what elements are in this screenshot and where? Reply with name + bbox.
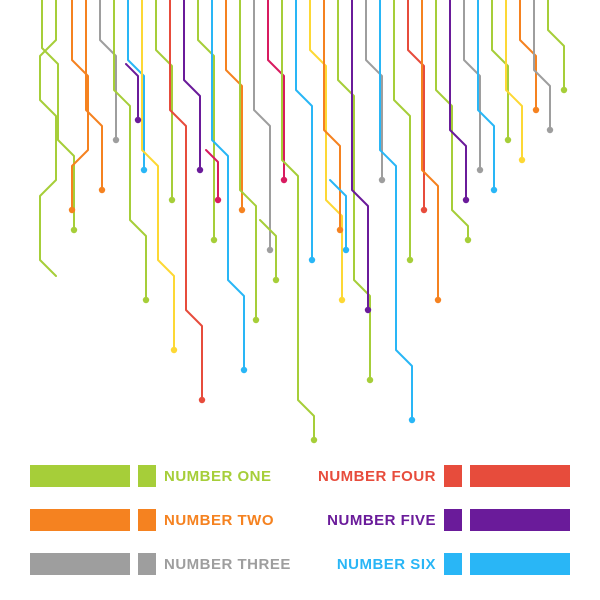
trace-endpoint xyxy=(253,317,259,323)
trace-line xyxy=(282,0,314,440)
trace-endpoint xyxy=(169,197,175,203)
legend-swatch-short xyxy=(138,509,156,531)
trace-line xyxy=(548,0,564,90)
trace-endpoint xyxy=(477,167,483,173)
trace-endpoint xyxy=(113,137,119,143)
legend-swatch-short xyxy=(138,553,156,575)
trace-endpoint xyxy=(215,197,221,203)
trace-endpoint xyxy=(311,437,317,443)
legend-swatch-long xyxy=(470,465,570,487)
trace-endpoint xyxy=(141,167,147,173)
legend-swatch-short xyxy=(138,465,156,487)
trace-endpoint xyxy=(211,237,217,243)
trace-endpoint xyxy=(491,187,497,193)
trace-endpoint xyxy=(241,367,247,373)
trace-endpoint xyxy=(273,277,279,283)
trace-line xyxy=(380,0,412,420)
legend-label: NUMBER THREE xyxy=(164,556,291,573)
trace-endpoint xyxy=(197,167,203,173)
trace-endpoint xyxy=(171,347,177,353)
legend-item: NUMBER THREE xyxy=(30,553,291,575)
legend-label: NUMBER FIVE xyxy=(327,512,436,529)
trace-endpoint xyxy=(409,417,415,423)
trace-endpoint xyxy=(407,257,413,263)
legend-swatch-long xyxy=(470,553,570,575)
trace-line xyxy=(330,180,346,250)
trace-endpoint xyxy=(561,87,567,93)
trace-endpoint xyxy=(421,207,427,213)
legend-left-column: NUMBER ONE NUMBER TWO NUMBER THREE xyxy=(30,465,291,575)
legend-label: NUMBER SIX xyxy=(337,556,436,573)
trace-endpoint xyxy=(239,207,245,213)
trace-line xyxy=(42,0,74,230)
trace-endpoint xyxy=(343,247,349,253)
trace-endpoint xyxy=(135,117,141,123)
legend-item: NUMBER SIX xyxy=(318,553,570,575)
trace-endpoint xyxy=(309,257,315,263)
trace-endpoint xyxy=(71,227,77,233)
trace-endpoint xyxy=(519,157,525,163)
trace-endpoint xyxy=(99,187,105,193)
trace-endpoint xyxy=(533,107,539,113)
legend-swatch-short xyxy=(444,465,462,487)
legend-item: NUMBER ONE xyxy=(30,465,291,487)
legend-swatch-long xyxy=(470,509,570,531)
trace-endpoint xyxy=(365,307,371,313)
legend-label: NUMBER TWO xyxy=(164,512,274,529)
legend-item: NUMBER FIVE xyxy=(318,509,570,531)
trace-endpoint xyxy=(69,207,75,213)
trace-endpoint xyxy=(505,137,511,143)
legend-right-column: NUMBER FOUR NUMBER FIVE NUMBER SIX xyxy=(318,465,570,575)
trace-endpoint xyxy=(379,177,385,183)
legend-swatch-short xyxy=(444,553,462,575)
legend-swatch-short xyxy=(444,509,462,531)
trace-endpoint xyxy=(337,227,343,233)
trace-endpoint xyxy=(339,297,345,303)
trace-endpoint xyxy=(465,237,471,243)
legend: NUMBER ONE NUMBER TWO NUMBER THREE NUMBER … xyxy=(30,465,570,575)
trace-line xyxy=(126,64,138,120)
trace-line xyxy=(206,150,218,200)
legend-swatch-long xyxy=(30,553,130,575)
legend-swatch-long xyxy=(30,465,130,487)
legend-swatch-long xyxy=(30,509,130,531)
legend-label: NUMBER ONE xyxy=(164,468,272,485)
trace-endpoint xyxy=(143,297,149,303)
trace-endpoint xyxy=(199,397,205,403)
trace-endpoint xyxy=(435,297,441,303)
trace-endpoint xyxy=(463,197,469,203)
trace-endpoint xyxy=(547,127,553,133)
infographic-canvas: NUMBER ONE NUMBER TWO NUMBER THREE NUMBER … xyxy=(0,0,600,600)
legend-item: NUMBER TWO xyxy=(30,509,291,531)
trace-endpoint xyxy=(281,177,287,183)
trace-endpoint xyxy=(267,247,273,253)
trace-endpoint xyxy=(367,377,373,383)
legend-label: NUMBER FOUR xyxy=(318,468,436,485)
legend-item: NUMBER FOUR xyxy=(318,465,570,487)
